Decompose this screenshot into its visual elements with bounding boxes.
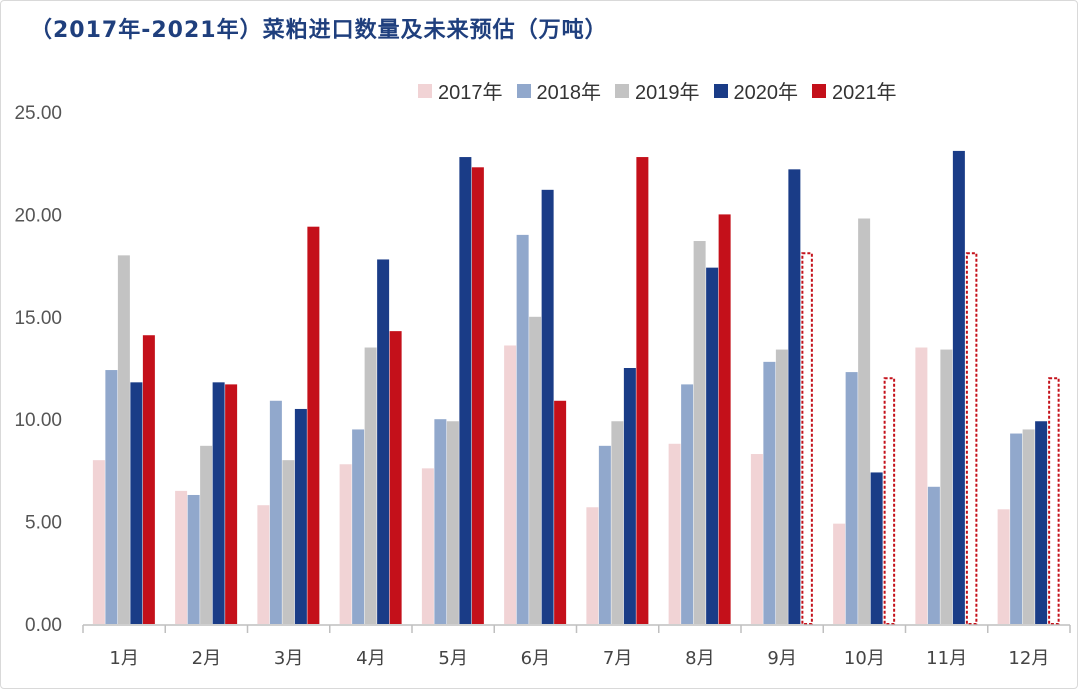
bar [516,234,529,624]
bar [389,331,402,624]
bar [718,214,731,624]
bar [636,157,649,624]
bar-estimate [883,377,896,625]
x-tick-label: 7月 [603,648,632,669]
legend-label: 2020年 [733,82,799,104]
bar [554,400,567,624]
bar [446,421,459,624]
bar [1035,421,1048,624]
bar [421,468,434,624]
bar [504,345,517,624]
bar [681,384,694,624]
bar [434,419,447,624]
y-tick-label: 25.00 [14,103,62,124]
bar [611,421,624,624]
legend-swatch [418,83,432,98]
legend-label: 2021年 [832,82,897,104]
chart-title: （2017年-2021年）菜粕进口数量及未来预估（万吨） [30,18,608,43]
bar [598,445,611,624]
bar [997,509,1010,624]
legend-item: 2021年 [812,76,897,105]
bar [377,259,390,624]
legend-label: 2018年 [536,82,602,104]
x-tick-label: 8月 [685,648,714,669]
bar [927,486,940,624]
bar [130,382,143,624]
bar [294,408,307,624]
bar [1010,433,1023,624]
bar [952,150,965,625]
legend-item: 2020年 [713,76,799,105]
bar [471,167,484,624]
legend-swatch [516,83,531,98]
bar [117,255,130,625]
y-tick-label: 0.00 [25,615,62,636]
bar-estimate [801,252,813,625]
bar [339,464,352,624]
bar [775,349,788,624]
bar [915,347,928,624]
bar [257,505,270,624]
x-tick-label: 12月 [1008,648,1049,669]
bar [105,370,118,624]
bar [858,218,871,624]
bar [541,189,554,624]
y-tick-label: 15.00 [14,308,62,329]
bar-estimate [965,252,978,625]
bar [212,382,225,624]
bar [269,400,282,624]
bar [200,445,213,624]
bar [833,523,846,624]
bar [693,241,706,625]
bar [763,361,776,624]
bar [529,316,542,624]
bar [459,157,472,624]
bar [142,335,155,624]
bar [940,349,953,624]
legend-item: 2018年 [516,76,602,105]
legend-label: 2019年 [635,82,700,104]
bar [706,267,719,624]
bar-estimate [1048,377,1060,625]
bar [307,226,320,625]
bar [187,494,200,624]
x-tick-label: 2月 [192,648,221,669]
y-tick-label: 5.00 [25,513,62,534]
bar [623,368,636,624]
bar [845,372,858,624]
y-tick-label: 10.00 [14,410,62,431]
bar [92,460,105,624]
legend-swatch [615,83,629,98]
bar [225,384,238,624]
bar [750,454,763,624]
legend-swatch [713,83,728,98]
x-tick-label: 1月 [109,648,138,669]
x-tick-label: 3月 [274,648,303,669]
x-tick-label: 10月 [844,648,885,669]
bar [175,490,188,624]
bar [788,169,801,624]
bar [586,507,599,624]
legend-swatch [812,83,826,98]
bar [1022,429,1035,624]
x-tick-label: 6月 [521,648,550,669]
x-tick-label: 5月 [438,648,467,669]
x-tick-label: 11月 [926,648,967,669]
legend-label: 2017年 [438,82,503,104]
bar [364,347,377,624]
legend-item: 2019年 [615,76,700,105]
bar [870,472,883,624]
legend-item: 2017年 [418,76,503,105]
legend: 2017年 2018年 2019年 2020年 2021年 [418,76,897,105]
x-tick-label: 9月 [767,648,796,669]
bar [352,429,365,624]
y-tick-label: 20.00 [14,205,62,226]
bar [282,460,295,624]
x-tick-label: 4月 [356,648,385,669]
bar [668,443,681,624]
